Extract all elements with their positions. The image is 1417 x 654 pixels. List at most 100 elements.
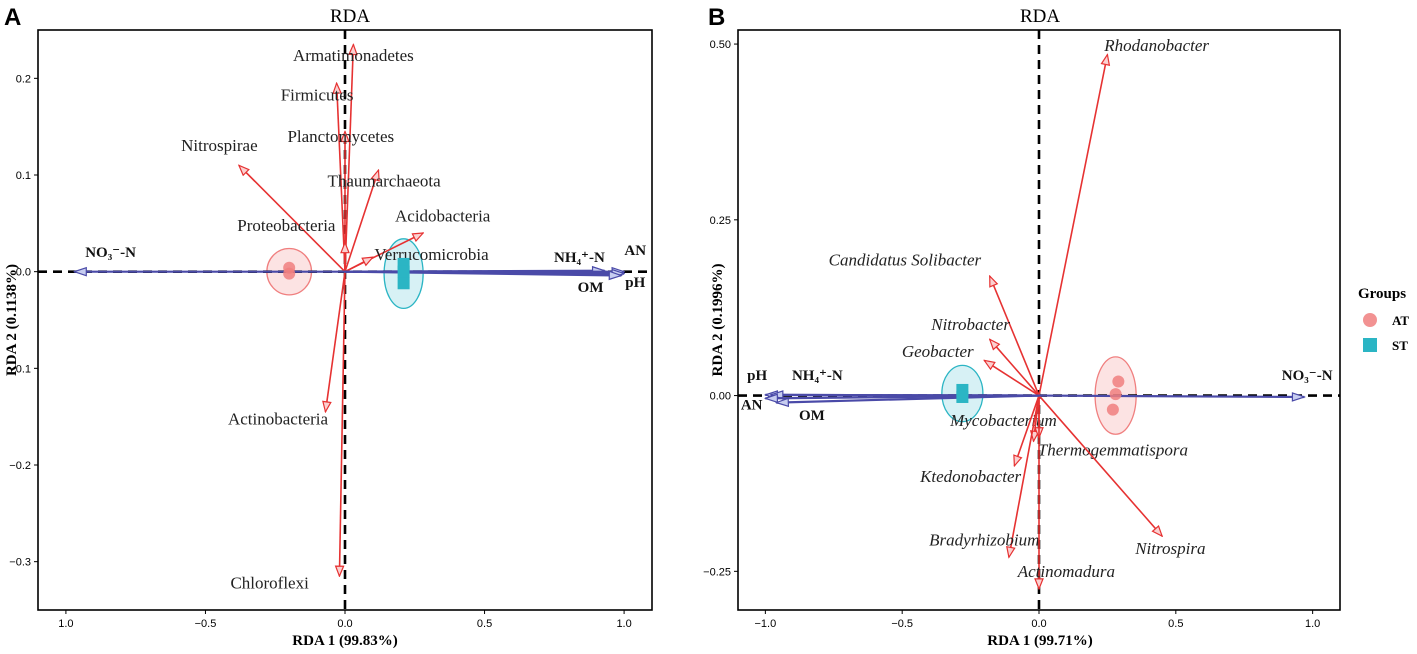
panel-a-env-label-om: OM <box>578 280 604 296</box>
panel-b-x-axis-label: RDA 1 (99.71%) <box>987 633 1092 649</box>
panel-b-point-at <box>1109 388 1122 401</box>
panel-a-env-arrow-om <box>344 272 621 276</box>
panel-b-y-tick-label: 0.00 <box>710 391 731 403</box>
panel-a-arrow-armatimonadetes <box>344 45 353 272</box>
panel-b-arrow-bradyrhizobium <box>1009 395 1040 558</box>
panel-a-label-firmicutes: Firmicutes <box>281 86 354 105</box>
panel-a-x-axis-label: RDA 1 (99.83%) <box>292 633 397 649</box>
panel-a-label-actinobacteria: Actinobacteria <box>228 409 329 428</box>
panel-b-x-tick-label: −0.5 <box>891 618 913 630</box>
panel-a-sample-points <box>283 257 410 290</box>
panel-a-zero-lines <box>38 30 652 610</box>
panel-a-x-tick-label: 1.0 <box>58 618 73 630</box>
panel-b-point-at <box>1112 375 1125 388</box>
panel-a-label-acidobacteria: Acidobacteria <box>395 206 491 225</box>
panel-b-env-arrow-om <box>776 394 1040 403</box>
panel-a-point-at <box>283 267 296 280</box>
panel-b-arrow-geobacter <box>984 360 1040 397</box>
legend-marker-at <box>1363 313 1377 327</box>
panel-b-sample-points <box>956 375 1125 416</box>
panel-a-x-tick-label: −0.5 <box>195 618 217 630</box>
panel-a-label-verrucomicrobia: Verrucomicrobia <box>374 245 489 264</box>
panel-b-y-tick-label: −0.25 <box>703 566 731 578</box>
panel-b-letter: B <box>708 4 725 31</box>
panel-b-point-st <box>956 390 969 403</box>
panel-a-label-thaumarchaeota: Thaumarchaeota <box>327 172 441 191</box>
panel-b-label-bradyrhizobium: Bradyrhizobium <box>929 530 1039 549</box>
panel-a-species-arrows: Armatimonadetes Firmicutes Planctomycetes N… <box>181 45 491 593</box>
panel-a-arrow-actinobacteria <box>325 271 346 412</box>
panel-b-env-label-nh-n: NH₄⁺-N <box>792 368 843 384</box>
panel-a-x-tick-label: 1.0 <box>616 618 631 630</box>
panel-a-y-axis-label: RDA 2 (0.1138%) <box>4 264 20 376</box>
panel-a-env-label-no-n: NO₃⁻-N <box>85 245 136 261</box>
panel-b-env-arrow-no-n <box>1038 396 1304 397</box>
panel-b-label-ktedonobacter: Ktedonobacter <box>919 467 1021 486</box>
panel-b-label-geobacter: Geobacter <box>902 342 974 361</box>
panel-a-label-nitrospirae: Nitrospirae <box>181 136 257 155</box>
panel-a-y-tick-label: −0.3 <box>9 557 31 569</box>
panel-a-arrow-verrucomicrobia <box>344 257 373 273</box>
panel-b-label-actinomadura: Actinomadura <box>1017 562 1115 581</box>
legend-label-st: ST <box>1392 338 1408 353</box>
panel-b-species-arrows: Rhodanobacter Candidatus Solibacter Nitrob… <box>829 36 1209 589</box>
panel-b-x-tick-label: −1.0 <box>755 618 777 630</box>
panel-a-arrow-chloroflexi <box>339 271 346 577</box>
panel-b-arrow-candidatus-solibacter <box>989 276 1040 396</box>
panel-a: A RDA 1.0 −0.5 0.0 0.5 1.0 0.2 0.1 0.0 −0.1 −0.2 −… <box>4 4 653 649</box>
panel-b-label-nitrobacter: Nitrobacter <box>930 315 1010 334</box>
panel-a-env-label-nh-n: NH₄⁺-N <box>554 250 605 266</box>
panel-a-label-chloroflexi: Chloroflexi <box>230 574 309 593</box>
panel-b-arrow-nitrobacter <box>990 339 1040 397</box>
panel-b-arrow-rhodanobacter <box>1038 55 1107 396</box>
panel-a-title: RDA <box>330 6 370 27</box>
panel-a-point-st <box>397 277 410 290</box>
panel-b: B RDA −1.0 −0.5 0.0 0.5 1.0 0.50 0.25 0.00 −0.25… <box>703 4 1341 649</box>
panel-b-label-thermogemmatispora: Thermogemmatispora <box>1038 440 1188 459</box>
panel-b-env-label-an: AN <box>741 398 763 414</box>
panel-b-x-tick-label: 0.5 <box>1168 618 1183 630</box>
panel-a-arrow-firmicutes <box>337 83 346 272</box>
panel-a-point-st <box>397 265 410 278</box>
panel-a-y-tick-label: 0.2 <box>16 73 31 85</box>
panel-b-env-label-ph: pH <box>747 368 767 384</box>
panel-a-label-planctomycetes: Planctomycetes <box>287 127 394 146</box>
panel-a-label-proteobacteria: Proteobacteria <box>237 216 336 235</box>
panel-a-arrow-thaumarchaeota <box>344 170 378 272</box>
legend-title: Groups <box>1358 286 1406 302</box>
panel-a-axis-ticks: 1.0 −0.5 0.0 0.5 1.0 0.2 0.1 0.0 −0.1 −0.2 −0.3 <box>9 73 631 630</box>
panel-b-y-tick-label: 0.50 <box>710 39 731 51</box>
panel-b-label-rhodanobacter: Rhodanobacter <box>1103 36 1209 55</box>
panel-b-y-tick-label: 0.25 <box>710 215 731 227</box>
panel-a-y-tick-label: −0.2 <box>9 460 31 472</box>
panel-a-arrow-nitrospirae <box>239 165 346 273</box>
panel-a-y-tick-label: −0.1 <box>9 363 31 375</box>
panel-a-environment-arrows: NO₃⁻-N NH₄⁺-N AN pH OM <box>74 243 646 296</box>
panel-a-x-tick-label: 0.5 <box>477 618 492 630</box>
panel-b-y-axis-label: RDA 2 (0.1996%) <box>710 264 726 377</box>
panel-a-x-tick-label: 0.0 <box>337 618 352 630</box>
panel-b-title: RDA <box>1020 6 1060 27</box>
panel-b-point-at <box>1106 403 1119 416</box>
panel-a-env-label-an: AN <box>624 243 646 259</box>
legend: Groups AT ST <box>1358 286 1409 353</box>
legend-marker-st <box>1363 338 1377 352</box>
panel-a-y-tick-label: 0.0 <box>16 267 31 279</box>
legend-label-at: AT <box>1392 313 1409 328</box>
panel-b-arrow-ktedonobacter <box>1014 395 1040 466</box>
panel-b-x-tick-label: 0.0 <box>1031 618 1046 630</box>
panel-b-label-nitrospira: Nitrospira <box>1134 539 1205 558</box>
panel-b-env-label-om: OM <box>799 408 825 424</box>
panel-a-env-label-ph: pH <box>625 275 645 291</box>
panel-b-arrow-nitrospira <box>1038 395 1162 537</box>
panel-b-axis-ticks: −1.0 −0.5 0.0 0.5 1.0 0.50 0.25 0.00 −0.25 <box>703 39 1320 630</box>
panel-a-y-tick-label: 0.1 <box>16 170 31 182</box>
panel-b-environment-arrows: pH NH₄⁺-N AN OM NO₃⁻-N <box>741 368 1333 424</box>
panel-a-label-armatimonadetes: Armatimonadetes <box>293 46 414 65</box>
panel-b-label-mycobacterium: Mycobacterium <box>949 411 1057 430</box>
panel-b-env-label-no-n: NO₃⁻-N <box>1282 368 1333 384</box>
panel-b-x-tick-label: 1.0 <box>1305 618 1320 630</box>
panel-a-letter: A <box>4 4 21 31</box>
panel-b-label-candidatus-solibacter: Candidatus Solibacter <box>829 251 982 270</box>
